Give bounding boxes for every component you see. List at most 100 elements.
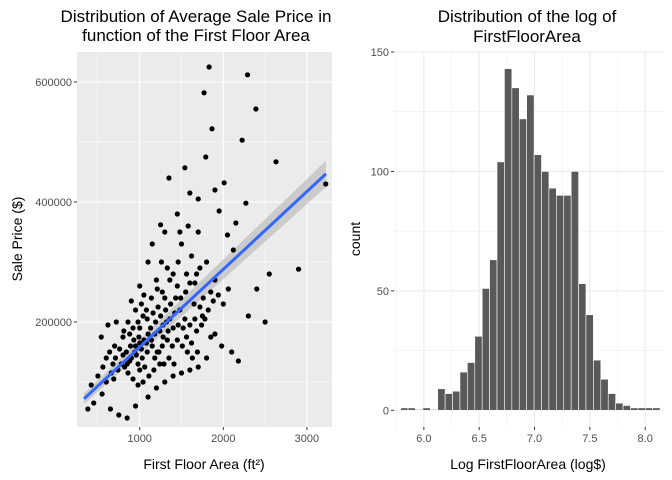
scatter-point (183, 271, 190, 277)
scatter-point (159, 289, 165, 295)
histogram-bar (556, 195, 565, 411)
scatter-point (197, 265, 203, 271)
scatter-panel: Distribution of Average Sale Price in fu… (9, 7, 332, 472)
scatter-point (111, 376, 117, 382)
scatter-point (203, 355, 210, 361)
scatter-point (121, 328, 127, 334)
scatter-point (156, 349, 162, 355)
scatter-point (142, 364, 148, 370)
scatter-point (195, 364, 201, 370)
scatter-point (155, 304, 161, 310)
histogram-y-tick-label: 50 (377, 286, 389, 298)
scatter-point (130, 325, 136, 331)
histogram-x-tick-label: 8.0 (638, 433, 653, 445)
scatter-point (202, 316, 208, 322)
scatter-point (105, 322, 111, 328)
histogram-bar (548, 187, 557, 411)
histogram-bar (526, 94, 535, 411)
scatter-point (85, 406, 91, 412)
scatter-point (273, 159, 279, 165)
scatter-point (266, 271, 272, 277)
scatter-point (188, 340, 195, 346)
scatter-point (146, 373, 152, 379)
scatter-point (216, 208, 222, 214)
scatter-point (295, 266, 302, 272)
histogram-bar (652, 407, 661, 411)
scatter-point (110, 361, 116, 367)
histogram-bars (400, 68, 661, 411)
scatter-point (187, 367, 193, 373)
scatter-point (151, 367, 157, 373)
scatter-point (175, 322, 181, 328)
scatter-point (149, 343, 155, 349)
scatter-point (188, 253, 195, 259)
scatter-point (120, 334, 126, 340)
scatter-point (175, 259, 181, 265)
histogram-bar (637, 407, 646, 411)
scatter-point (208, 289, 214, 295)
scatter-point (178, 241, 185, 247)
histogram-y-tick-label: 100 (371, 166, 389, 178)
scatter-point (123, 349, 129, 355)
scatter-point (160, 334, 166, 340)
scatter-point (91, 400, 97, 406)
scatter-point (185, 223, 191, 229)
histogram-y-tick-label: 150 (371, 47, 389, 59)
scatter-point (178, 295, 184, 301)
scatter-point (210, 298, 216, 304)
scatter-point (145, 259, 151, 265)
scatter-point (262, 319, 268, 325)
scatter-point (158, 222, 164, 228)
scatter-point (174, 337, 180, 343)
histogram-bar (600, 378, 609, 411)
scatter-point (132, 307, 139, 313)
histogram-bar (607, 393, 616, 411)
scatter-point (170, 373, 176, 379)
scatter-point (167, 277, 173, 283)
scatter-point (124, 361, 130, 367)
scatter-point (103, 355, 109, 361)
scatter-point (137, 283, 143, 289)
histogram-y-tick-label: 0 (383, 405, 389, 417)
scatter-point (136, 334, 142, 340)
scatter-point (230, 247, 236, 253)
scatter-point (128, 298, 134, 304)
histogram-bar (481, 288, 490, 411)
scatter-point (183, 334, 190, 340)
scatter-point (140, 313, 146, 319)
scatter-point (153, 385, 160, 391)
histogram-bar (437, 388, 446, 411)
scatter-point (178, 370, 185, 376)
scatter-point (107, 349, 113, 355)
scatter-x-tick-label: 3000 (295, 433, 319, 445)
histogram-bar (585, 314, 594, 411)
scatter-point (200, 295, 206, 301)
scatter-point (166, 355, 172, 361)
scatter-point (158, 259, 165, 265)
histogram-x-axis-label: Log FirstFloorArea (log$) (450, 456, 606, 472)
scatter-point (135, 319, 141, 325)
scatter-point (203, 259, 210, 265)
scatter-point (192, 280, 198, 286)
histogram-title-line2: FirstFloorArea (473, 27, 581, 46)
scatter-point (163, 307, 169, 313)
scatter-point (95, 373, 101, 379)
scatter-point (198, 322, 205, 328)
histogram-bar (400, 407, 409, 411)
scatter-point (174, 283, 180, 289)
histogram-bar (474, 335, 483, 411)
scatter-point (233, 220, 239, 226)
scatter-point (124, 415, 130, 421)
scatter-point (194, 349, 200, 355)
scatter-point (254, 286, 260, 292)
scatter-point (149, 241, 155, 247)
histogram-ticks: 6.0 6.5 7.0 7.5 8.0 0 50 100 150 (371, 47, 653, 445)
histogram-bar (541, 171, 550, 411)
scatter-point (220, 301, 226, 307)
histogram-bar (422, 407, 431, 411)
histogram-bar (429, 409, 439, 411)
scatter-point (244, 72, 251, 78)
scatter-point (131, 337, 137, 343)
scatter-point (195, 196, 201, 202)
